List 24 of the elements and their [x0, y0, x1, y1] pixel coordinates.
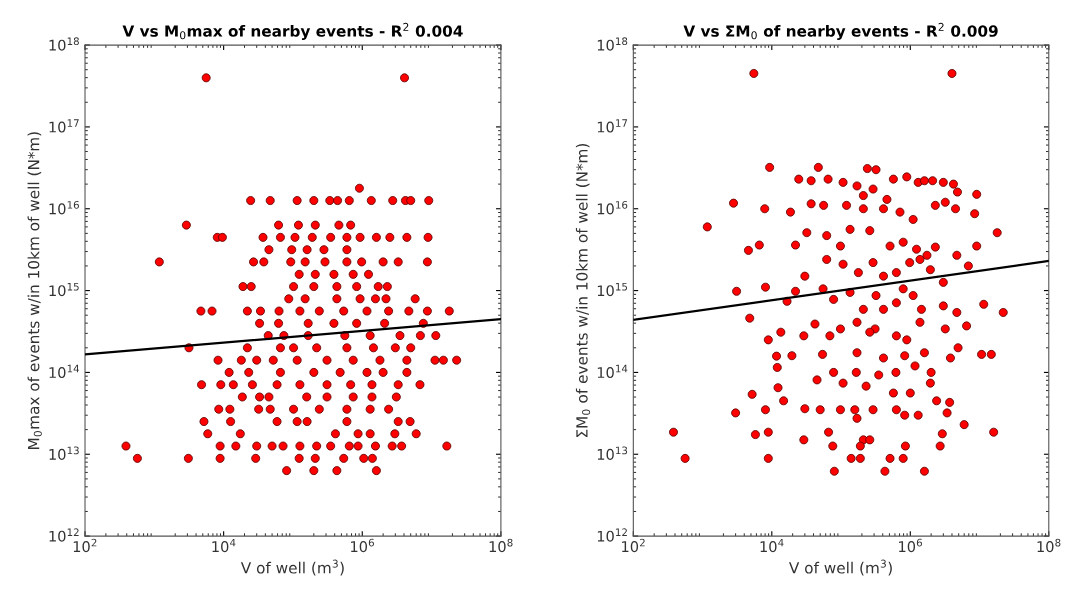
x-tick-label: 10$^{6}$ [899, 538, 923, 553]
x-tick-label: 10$^{8}$ [1037, 538, 1061, 553]
y-tick-label: 10$^{16}$ [49, 201, 79, 215]
x-tick-label: 10$^{4}$ [212, 538, 236, 553]
y-tick-label: 10$^{16}$ [597, 201, 628, 215]
y-tick-label: 10$^{18}$ [49, 37, 79, 51]
y-tick-label: 10$^{18}$ [597, 37, 628, 51]
x-tick-label: 10$^{6}$ [351, 538, 374, 553]
y-tick-label: 10$^{13}$ [597, 446, 628, 460]
y-tick-label: 10$^{17}$ [49, 119, 79, 133]
x-tick-label: 10$^{8}$ [489, 538, 513, 553]
y-tick-label: 10$^{15}$ [49, 283, 79, 297]
y-tick-label: 10$^{14}$ [597, 364, 628, 379]
y-axis-title: ΣM$_{0}$ of events w/in 10km of well (N*m) [575, 144, 591, 438]
x-axis-title: V of well (m$^{3}$) [240, 559, 344, 576]
x-axis-title: V of well (m$^{3}$) [789, 559, 892, 576]
chart-title: V vs M$_{0}$max of nearby events - R$^{2}$ 0.004 [122, 22, 463, 40]
y-tick-label: 10$^{13}$ [49, 446, 79, 460]
y-tick-label: 10$^{14}$ [49, 364, 80, 379]
y-tick-label: 10$^{17}$ [597, 119, 628, 133]
y-axis-title: M$_{0}$max of events w/in 10km of well (N*m) [27, 132, 42, 449]
x-tick-label: 10$^{4}$ [760, 538, 784, 553]
chart-title: V vs ΣM$_{0}$ of nearby events - R$^{2}$ 0.009 [683, 22, 998, 40]
y-tick-label: 10$^{15}$ [597, 283, 628, 297]
